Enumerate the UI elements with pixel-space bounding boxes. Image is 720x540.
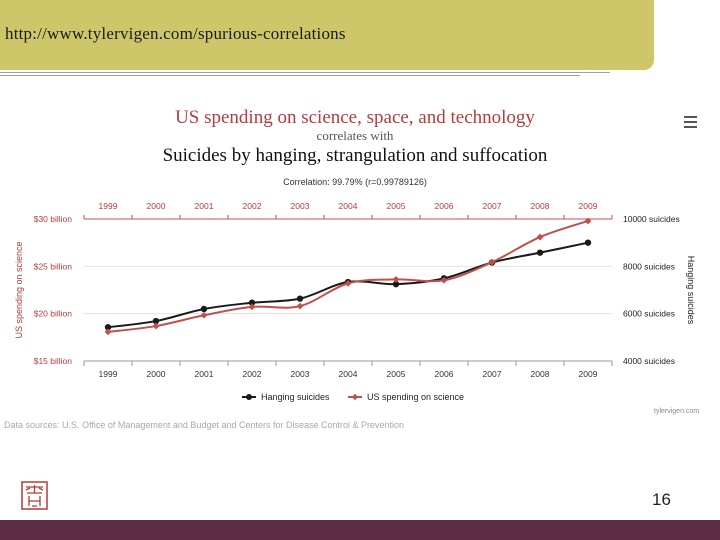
legend-label: US spending on science — [367, 392, 464, 402]
data-point-us-spending-on-science — [536, 233, 544, 241]
data-point-hanging-suicides — [392, 280, 400, 288]
bottom-x-tick-label: 2000 — [147, 369, 166, 379]
top-x-tick-label: 2000 — [147, 201, 166, 211]
top-x-tick-label: 1999 — [99, 201, 118, 211]
top-x-tick-label: 2003 — [291, 201, 310, 211]
university-seal-icon — [21, 481, 48, 510]
bottom-x-tick-label: 2007 — [483, 369, 502, 379]
data-point-hanging-suicides — [248, 299, 256, 306]
data-point-us-spending-on-science — [440, 276, 448, 284]
right-tick-label: 6000 suicides — [623, 309, 675, 319]
top-x-tick-label: 2006 — [435, 201, 454, 211]
data-point-hanging-suicides — [152, 317, 160, 325]
data-point-hanging-suicides — [104, 324, 112, 331]
bottom-x-tick-label: 2002 — [243, 369, 262, 379]
right-tick-label: 10000 suicides — [623, 214, 680, 224]
left-tick-label: $15 billion — [34, 356, 73, 366]
top-x-tick-label: 2005 — [387, 201, 406, 211]
bottom-x-tick-label: 2006 — [435, 369, 454, 379]
data-point-us-spending-on-science — [104, 328, 112, 336]
top-x-tick-label: 2007 — [483, 201, 502, 211]
legend-marker-icon — [246, 394, 252, 400]
bottom-x-tick-label: 2003 — [291, 369, 310, 379]
slide-header: http://www.tylervigen.com/spurious-corre… — [0, 0, 654, 70]
top-x-tick-label: 2004 — [339, 201, 358, 211]
right-tick-label: 4000 suicides — [623, 356, 675, 366]
left-tick-label: $25 billion — [34, 261, 73, 271]
data-point-us-spending-on-science — [584, 217, 592, 225]
legend-marker-icon — [351, 393, 359, 401]
data-point-us-spending-on-science — [152, 322, 160, 330]
data-point-hanging-suicides — [200, 305, 208, 313]
top-x-tick-label: 2009 — [579, 201, 598, 211]
data-point-hanging-suicides — [296, 295, 304, 302]
bottom-x-tick-label: 2005 — [387, 369, 406, 379]
source-url[interactable]: http://www.tylervigen.com/spurious-corre… — [5, 24, 346, 43]
data-point-us-spending-on-science — [392, 275, 400, 283]
slide-footer — [0, 520, 720, 540]
divider-line — [0, 72, 610, 73]
left-axis-title: US spending on science — [14, 241, 24, 338]
chart-credit[interactable]: tylervigen.com — [654, 408, 700, 415]
data-point-us-spending-on-science — [248, 303, 256, 311]
data-point-hanging-suicides — [584, 239, 592, 246]
divider-line — [0, 75, 580, 76]
chart-menu-icon[interactable] — [684, 116, 697, 128]
data-point-us-spending-on-science — [344, 279, 352, 287]
right-axis-title: Hanging suicides — [686, 256, 696, 325]
page-number: 16 — [652, 490, 671, 509]
right-tick-label: 8000 suicides — [623, 261, 675, 271]
bottom-x-tick-label: 2001 — [195, 369, 214, 379]
top-x-tick-label: 2001 — [195, 201, 214, 211]
data-point-us-spending-on-science — [488, 258, 496, 266]
left-tick-label: $20 billion — [34, 309, 73, 319]
chart: US spending on science, space, and techn… — [14, 107, 696, 402]
data-sources: Data sources: U.S. Office of Management … — [4, 420, 405, 430]
legend-label: Hanging suicides — [261, 392, 330, 402]
bottom-x-tick-label: 1999 — [99, 369, 118, 379]
chart-subtitle: Suicides by hanging, strangulation and s… — [163, 145, 548, 166]
bottom-x-tick-label: 2009 — [579, 369, 598, 379]
bottom-x-tick-label: 2004 — [339, 369, 358, 379]
top-x-tick-label: 2002 — [243, 201, 262, 211]
data-point-us-spending-on-science — [296, 302, 304, 310]
chart-title: US spending on science, space, and techn… — [175, 107, 535, 128]
data-point-hanging-suicides — [536, 249, 544, 256]
top-x-tick-label: 2008 — [531, 201, 550, 211]
left-tick-label: $30 billion — [34, 214, 73, 224]
data-point-us-spending-on-science — [200, 311, 208, 319]
bottom-x-tick-label: 2008 — [531, 369, 550, 379]
chart-connector: correlates with — [317, 128, 394, 143]
correlation-text: Correlation: 99.79% (r=0.99789126) — [283, 177, 427, 187]
